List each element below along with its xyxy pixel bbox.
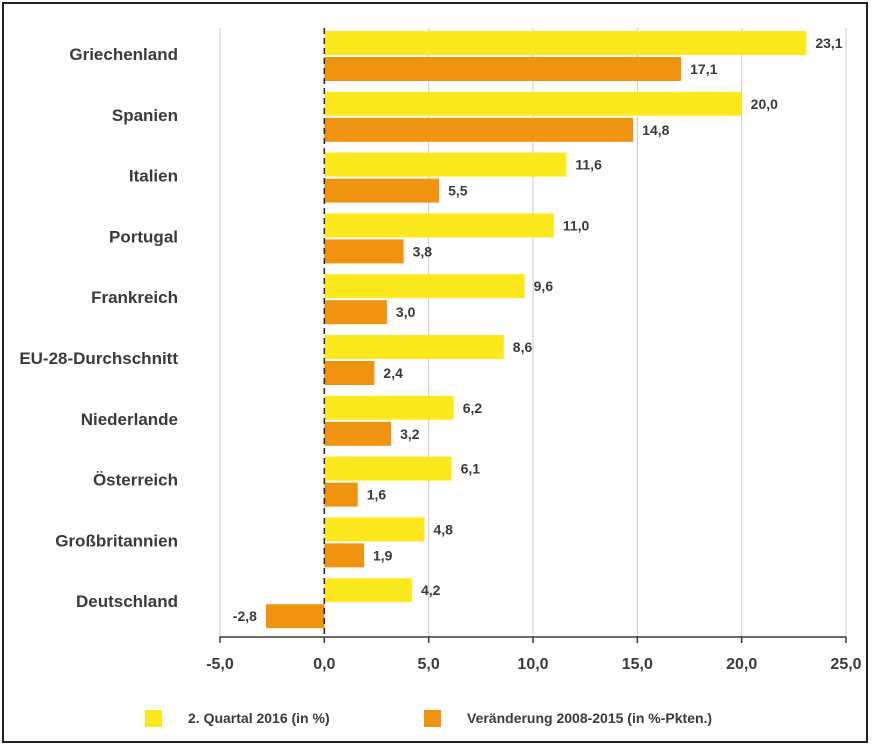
legend-swatch <box>424 710 441 727</box>
data-label: 11,0 <box>563 217 590 233</box>
category-label: Spanien <box>112 106 178 125</box>
data-label: 20,0 <box>751 96 778 112</box>
x-tick-label: 10,0 <box>517 656 548 673</box>
category-label: Österreich <box>93 471 178 490</box>
data-label: 11,6 <box>575 157 602 173</box>
bar-quartal-2016 <box>324 31 807 55</box>
data-label: 3,8 <box>413 243 433 259</box>
data-label: 23,1 <box>815 35 842 51</box>
bar-quartal-2016 <box>324 213 554 238</box>
x-tick-label: 5,0 <box>418 656 440 673</box>
data-label: 14,8 <box>642 122 669 138</box>
category-label: Frankreich <box>91 288 178 307</box>
data-label: 9,6 <box>534 278 554 294</box>
category-label: Griechenland <box>69 45 178 64</box>
legend-swatch <box>145 710 162 727</box>
data-label: 4,2 <box>421 582 441 598</box>
data-label: 1,9 <box>373 547 393 563</box>
category-label: Großbritannien <box>55 531 178 550</box>
bar-veraenderung <box>265 604 325 629</box>
bar-quartal-2016 <box>324 274 525 299</box>
x-tick-label: 15,0 <box>622 656 653 673</box>
x-tick-label: 25,0 <box>830 656 861 673</box>
bar-veraenderung <box>324 543 364 568</box>
bar-quartal-2016 <box>324 517 425 542</box>
bar-veraenderung <box>324 178 440 203</box>
bar-veraenderung <box>324 482 358 507</box>
data-label: 3,0 <box>396 304 416 320</box>
bar-quartal-2016 <box>324 91 742 116</box>
bar-veraenderung <box>324 361 375 385</box>
bar-veraenderung <box>324 57 682 81</box>
data-label: 5,5 <box>448 183 468 199</box>
data-label: 1,6 <box>367 487 387 503</box>
bar-quartal-2016 <box>324 152 567 177</box>
x-tick-label: 20,0 <box>726 656 757 673</box>
bar-veraenderung <box>324 117 634 142</box>
bar-veraenderung <box>324 239 404 264</box>
bar-veraenderung <box>324 421 392 446</box>
data-label: 3,2 <box>400 426 420 442</box>
category-label: Deutschland <box>76 592 178 611</box>
bar-quartal-2016 <box>324 395 454 420</box>
x-tick-label: -5,0 <box>206 656 234 673</box>
data-label: 8,6 <box>513 339 533 355</box>
category-label: Italien <box>129 167 178 186</box>
bar-veraenderung <box>324 300 387 325</box>
bar-quartal-2016 <box>324 335 504 359</box>
bar-quartal-2016 <box>324 578 412 603</box>
category-label: Portugal <box>109 227 178 246</box>
category-label: EU-28-Durchschnitt <box>19 349 178 368</box>
x-tick-label: 0,0 <box>313 656 335 673</box>
data-label: 6,2 <box>463 400 483 416</box>
data-label: 2,4 <box>383 365 403 381</box>
bar-quartal-2016 <box>324 456 452 481</box>
legend-label: 2. Quartal 2016 (in %) <box>188 710 330 726</box>
data-label: 17,1 <box>690 61 717 77</box>
legend-label: Veränderung 2008-2015 (in %-Pkten.) <box>467 710 712 726</box>
data-label: 4,8 <box>433 521 453 537</box>
data-label: 6,1 <box>461 461 481 477</box>
data-label: -2,8 <box>233 608 257 624</box>
category-label: Niederlande <box>81 410 178 429</box>
